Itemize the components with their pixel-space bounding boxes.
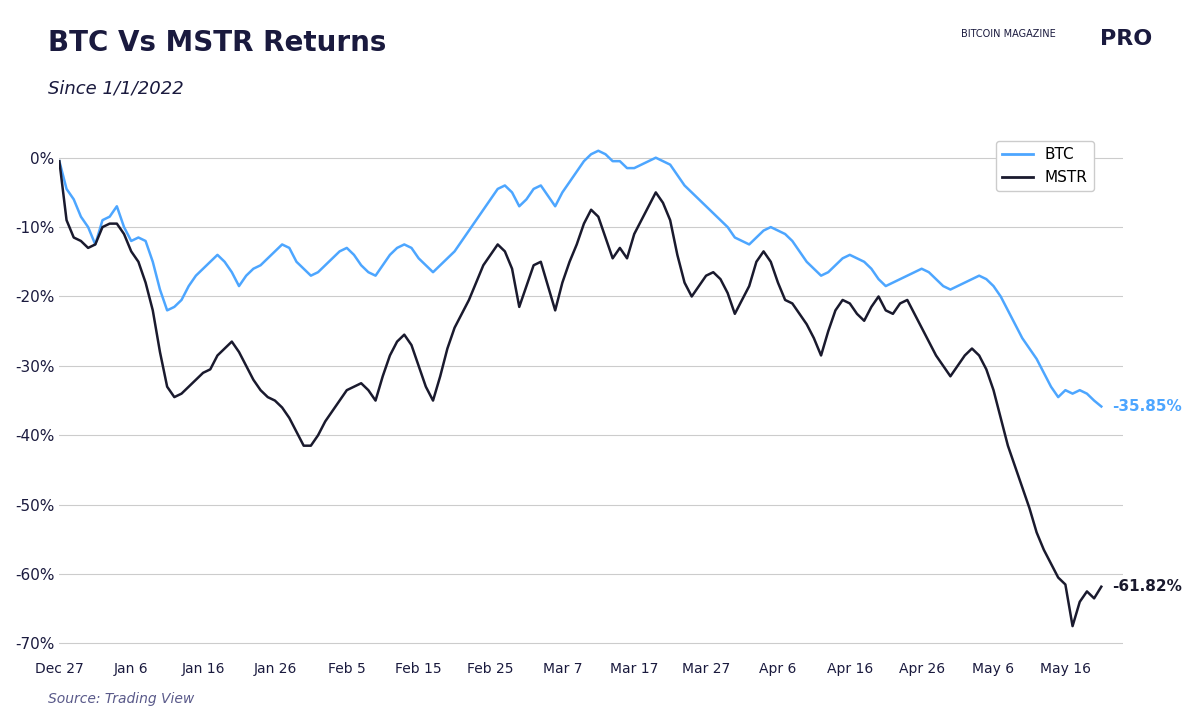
Text: BITCOIN MAGAZINE: BITCOIN MAGAZINE (961, 29, 1056, 39)
Legend: BTC, MSTR: BTC, MSTR (996, 141, 1094, 192)
Text: -35.85%: -35.85% (1112, 399, 1182, 414)
Text: Source: Trading View: Source: Trading View (48, 692, 194, 706)
Text: -61.82%: -61.82% (1112, 579, 1182, 594)
Text: BTC Vs MSTR Returns: BTC Vs MSTR Returns (48, 29, 386, 57)
Text: Since 1/1/2022: Since 1/1/2022 (48, 79, 184, 97)
Text: PRO: PRO (1099, 29, 1152, 49)
